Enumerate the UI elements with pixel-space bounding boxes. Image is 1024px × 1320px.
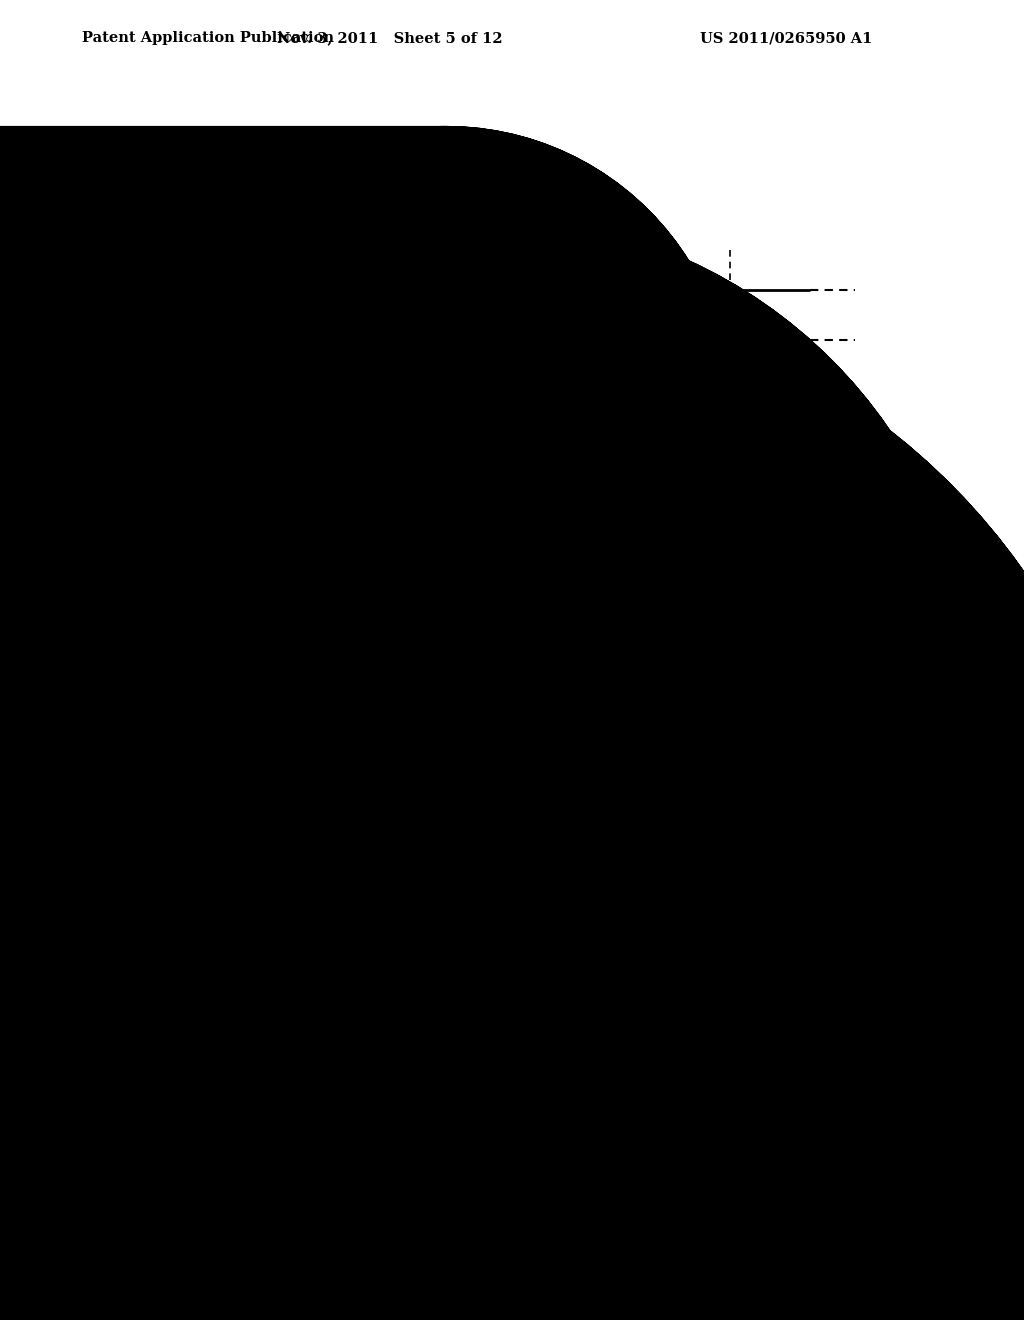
Text: FIG.8A: FIG.8A — [175, 350, 255, 370]
Text: Etching: Etching — [616, 348, 669, 363]
Text: FIG.8B: FIG.8B — [175, 644, 256, 664]
Text: FIG.8C: FIG.8C — [175, 867, 255, 887]
Text: Supply: Supply — [364, 723, 410, 737]
Text: Supply: Supply — [421, 578, 467, 590]
Text: Time: Time — [493, 421, 527, 436]
Text: Organic acid gas: Organic acid gas — [220, 315, 337, 329]
Text: Etching: Etching — [364, 915, 411, 928]
Text: Supply: Supply — [442, 235, 487, 248]
Text: US 2011/0265950 A1: US 2011/0265950 A1 — [700, 30, 872, 45]
Text: Oxidation: Oxidation — [417, 348, 483, 363]
Text: Time: Time — [531, 960, 565, 973]
Text: Supply: Supply — [303, 892, 348, 906]
Text: Time: Time — [531, 715, 565, 729]
Text: Organic acid gas: Organic acid gas — [220, 610, 337, 624]
Text: Organic acid gas: Organic acid gas — [220, 832, 337, 845]
Text: Nov. 3, 2011   Sheet 5 of 12: Nov. 3, 2011 Sheet 5 of 12 — [278, 30, 503, 45]
Text: Oxidizing gas: Oxidizing gas — [244, 774, 337, 788]
Text: Oxidation + Etching: Oxidation + Etching — [482, 643, 623, 657]
Text: Oxidation: Oxidation — [329, 899, 389, 912]
Text: Oxidizing gas: Oxidizing gas — [244, 552, 337, 566]
Text: Supply: Supply — [430, 520, 475, 532]
Text: Supply: Supply — [640, 285, 685, 297]
Text: Oxidizing gas: Oxidizing gas — [244, 265, 337, 279]
Text: Patent Application Publication: Patent Application Publication — [82, 30, 334, 45]
